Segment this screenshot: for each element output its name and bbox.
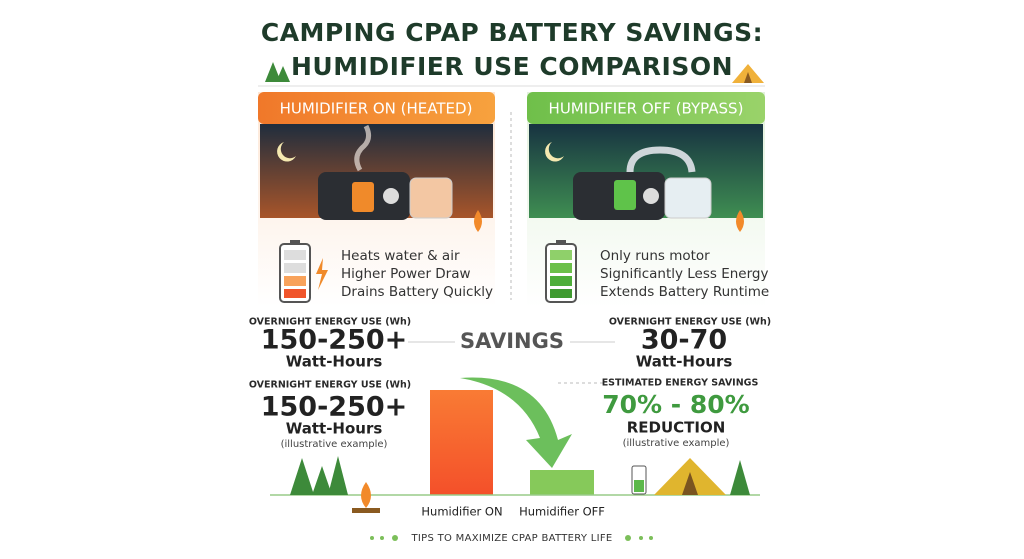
battery-icon — [631, 465, 647, 495]
campfire — [361, 482, 371, 508]
title-line: CAMPING CPAP BATTERY SAVINGS: — [261, 18, 763, 47]
stat-value: 150-250+ — [261, 392, 408, 423]
hose — [626, 146, 696, 173]
stat-unit: REDUCTION — [627, 419, 726, 437]
bullet-text: Heats water & air — [341, 248, 460, 264]
stat-note: (illustrative example) — [281, 439, 388, 450]
campfire — [474, 210, 482, 232]
bullet-text: Only runs motor — [600, 248, 710, 264]
stat-value: 150-250+ — [261, 325, 408, 356]
tree-icon — [265, 62, 290, 82]
savings-arrow — [460, 377, 572, 468]
footer-text: TIPS TO MAXIMIZE CPAP BATTERY LIFE — [410, 533, 612, 544]
title-line: HUMIDIFIER USE COMPARISON — [291, 52, 733, 81]
panel-title: HUMIDIFIER OFF (BYPASS) — [549, 100, 744, 118]
stat-unit: Watt-Hours — [636, 353, 733, 371]
logs — [352, 508, 380, 513]
panel-header — [258, 92, 495, 124]
stat-label: OVERNIGHT ENERGY USE (Wh) — [609, 317, 771, 328]
stat-note: (illustrative example) — [623, 438, 730, 449]
humidifier-tank — [664, 177, 712, 219]
stat-label: OVERNIGHT ENERGY USE (Wh) — [249, 380, 411, 391]
moon — [545, 142, 564, 162]
bullet-text: Higher Power Draw — [341, 266, 471, 282]
bar-on — [430, 390, 493, 495]
bar-label: Humidifier ON — [421, 505, 502, 519]
stat-label: ESTIMATED ENERGY SAVINGS — [602, 378, 759, 389]
footer-dots — [370, 535, 653, 541]
tent — [654, 458, 726, 495]
trees — [290, 456, 750, 495]
bullet-text: Drains Battery Quickly — [341, 284, 493, 300]
stat-unit: Watt-Hours — [286, 353, 383, 371]
battery-icon — [279, 240, 328, 303]
moon — [277, 142, 296, 162]
stat-unit: Watt-Hours — [286, 420, 383, 438]
panel-title: HUMIDIFIER ON (HEATED) — [280, 100, 473, 118]
panel-header — [527, 92, 765, 124]
savings-label: SAVINGS — [460, 329, 564, 353]
battery-icon — [545, 240, 577, 303]
tent-icon — [732, 64, 764, 83]
device-screen — [614, 180, 636, 210]
bar-off — [530, 470, 594, 495]
stat-value: 70% - 80% — [602, 390, 749, 419]
campfire — [736, 210, 744, 232]
humidifier-tank — [409, 177, 453, 219]
device-knob — [643, 188, 659, 204]
device-screen — [352, 182, 374, 212]
stat-value: 30-70 — [641, 325, 727, 356]
device-knob — [383, 188, 399, 204]
bar-label: Humidifier OFF — [519, 505, 605, 519]
bullet-text: Significantly Less Energy — [600, 266, 769, 282]
steam — [354, 124, 372, 172]
stat-label: OVERNIGHT ENERGY USE (Wh) — [249, 317, 411, 328]
bullet-text: Extends Battery Runtime — [600, 284, 769, 300]
